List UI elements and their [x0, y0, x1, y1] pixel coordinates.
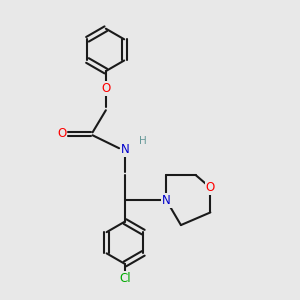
- Text: Cl: Cl: [119, 272, 131, 285]
- Text: N: N: [121, 143, 129, 157]
- Text: O: O: [57, 127, 66, 140]
- Text: O: O: [101, 82, 110, 95]
- Text: N: N: [162, 194, 171, 207]
- Text: H: H: [139, 136, 146, 146]
- Text: O: O: [206, 181, 215, 194]
